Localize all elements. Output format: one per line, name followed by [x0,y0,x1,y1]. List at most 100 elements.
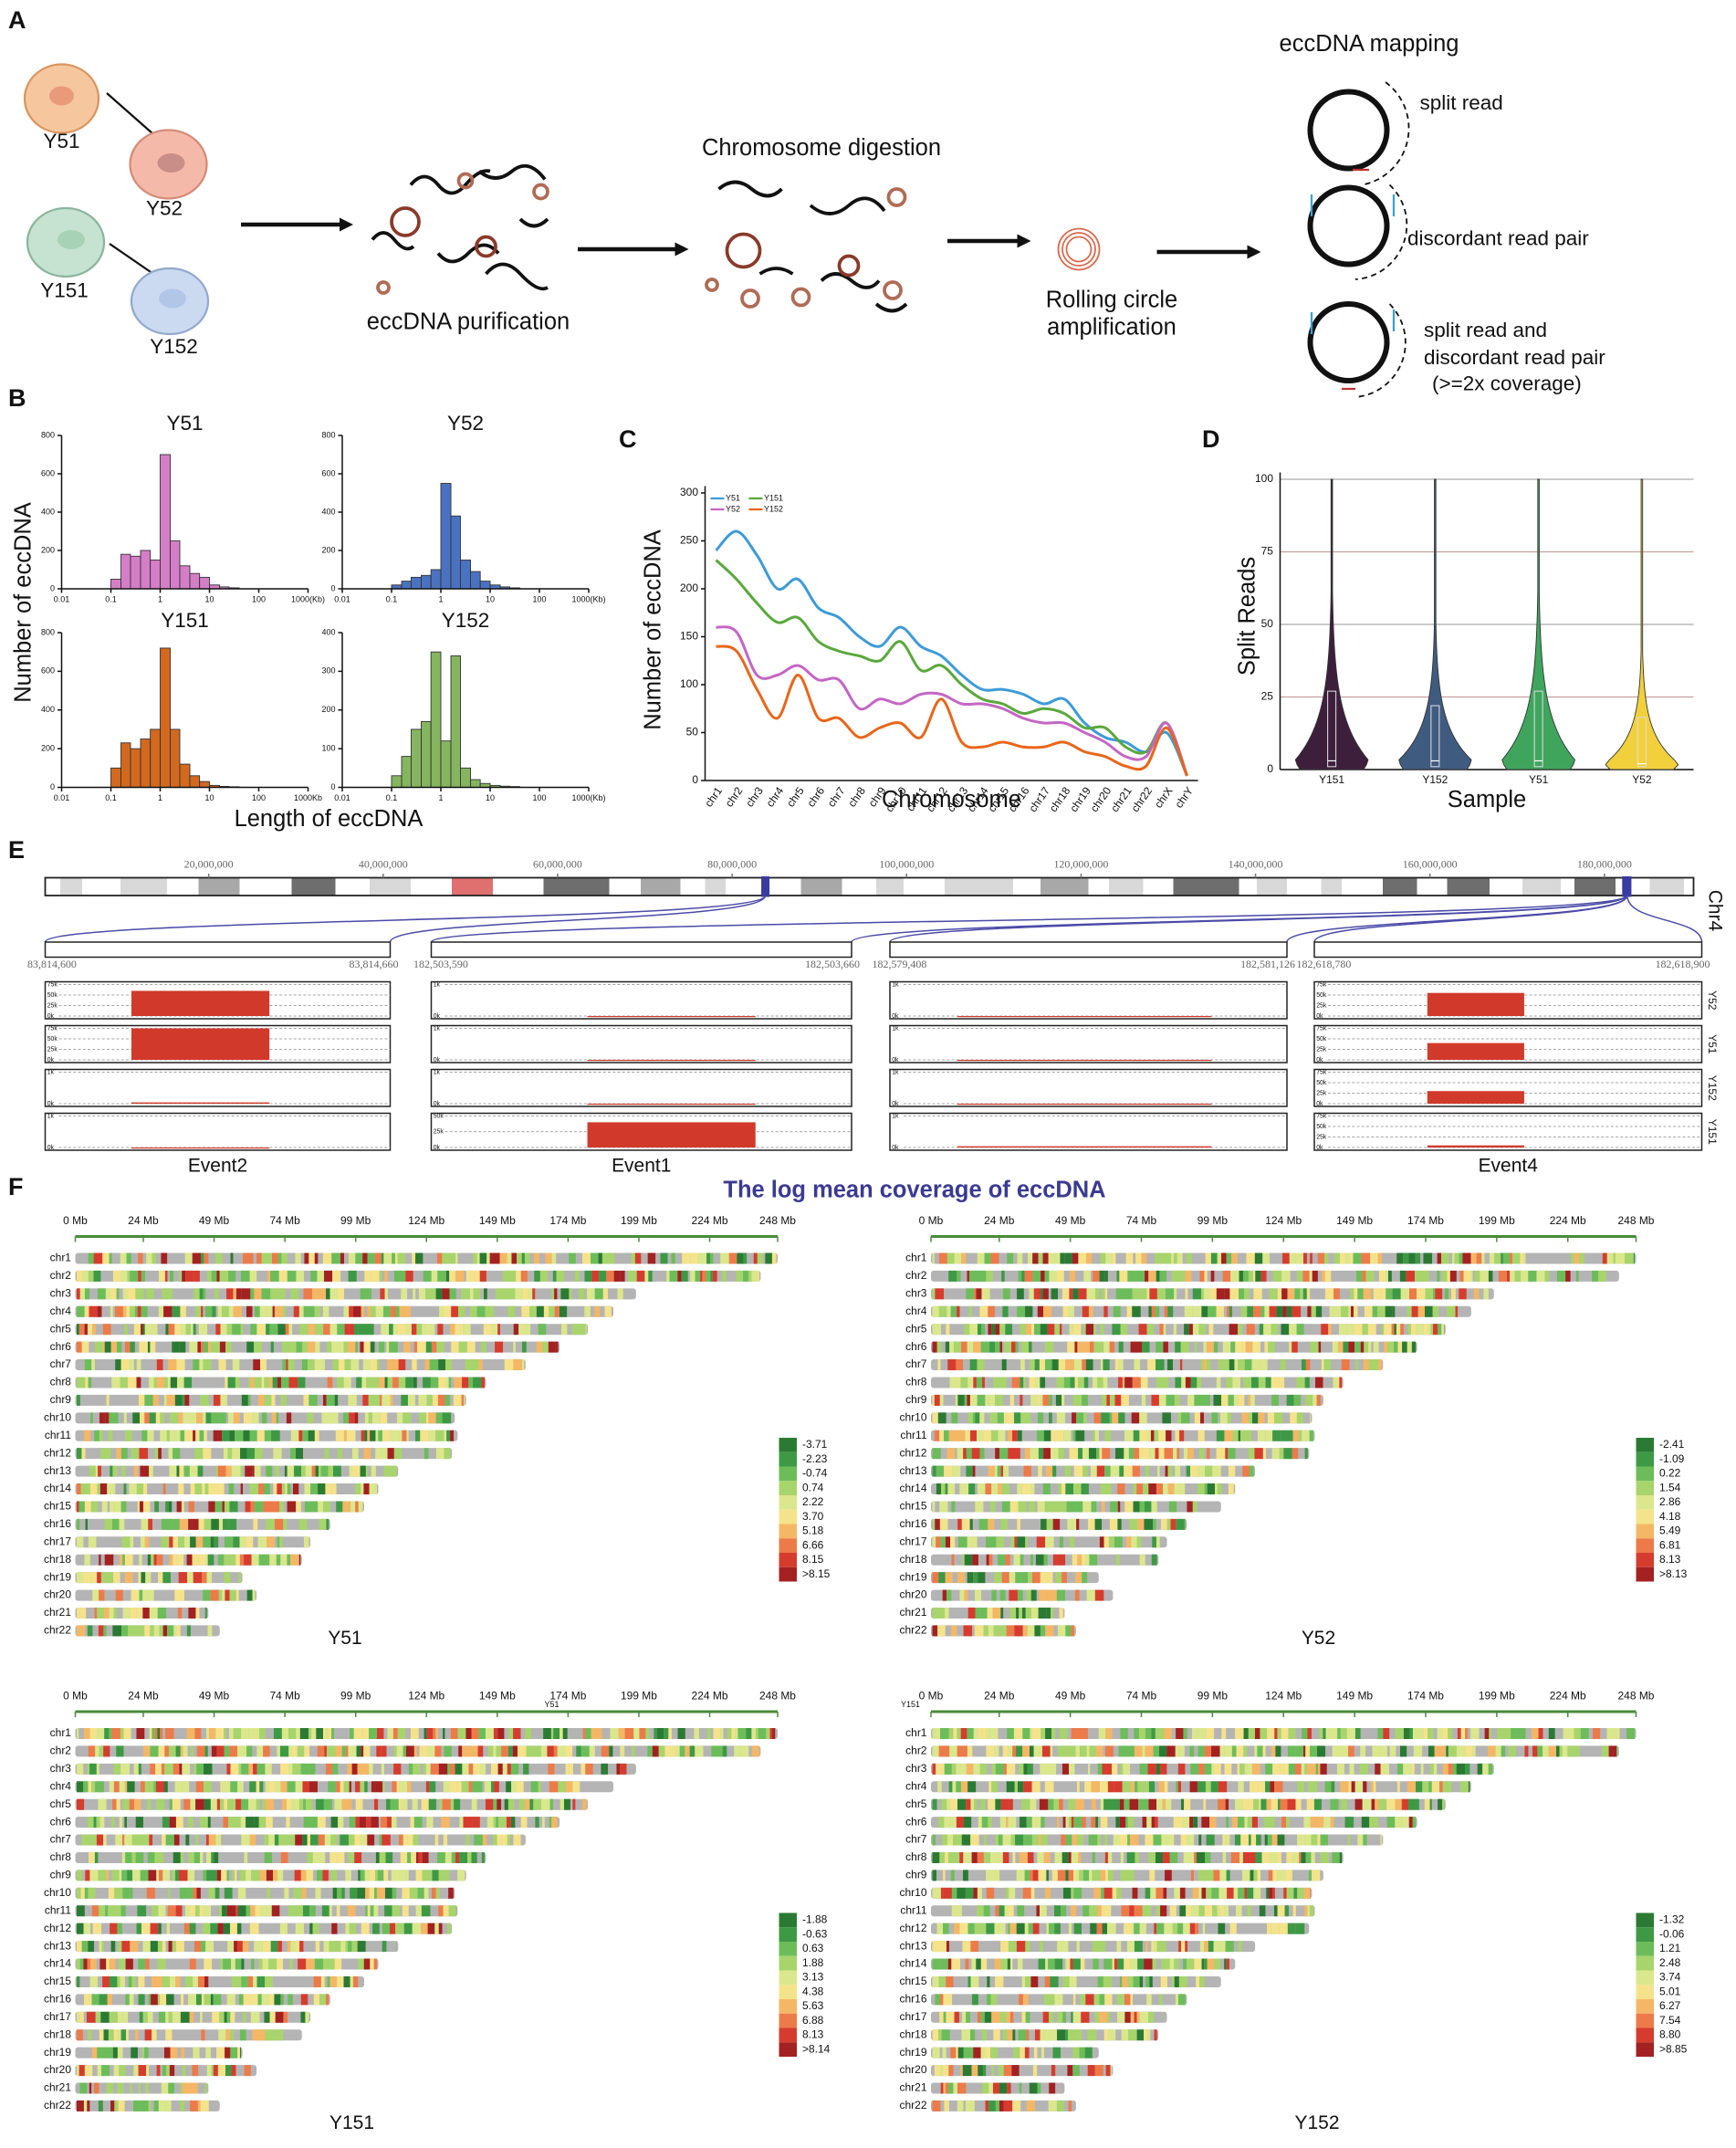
coverage-stripe [88,1252,94,1264]
coverage-stripe [988,1781,992,1793]
coverage-stripe [370,1958,374,1970]
coverage-stripe [521,1305,530,1317]
range-label: 182,579,408 [873,958,927,970]
coverage-stripe [999,1324,1006,1336]
coverage-stripe [434,1834,439,1846]
coverage-stripe [1000,1958,1008,1970]
coverage-stripe [1124,1430,1134,1441]
coverage-stripe [349,1412,355,1424]
coverage-stripe [1145,1887,1151,1899]
coverage-stripe [967,1572,970,1584]
track-tick-label: 0k [47,1145,55,1151]
coverage-stripe [1221,1394,1229,1406]
coverage-stripe [296,1270,305,1282]
coverage-stripe [1008,1448,1017,1460]
coverage-stripe [123,1727,131,1739]
coverage-stripe [1544,1270,1550,1282]
coverage-stripe [1075,1430,1085,1441]
coverage-stripe [1413,1745,1423,1757]
coverage-stripe [1087,2029,1094,2041]
coverage-stripe [371,1465,376,1477]
coverage-stripe [989,1851,999,1863]
x-tick-label: 174 Mb [1407,1690,1444,1703]
coverage-stripe [1261,1851,1270,1863]
coverage-stripe [179,1518,189,1530]
coverage-stripe [1196,1851,1206,1863]
coverage-stripe [1212,1905,1218,1917]
coverage-stripe [1164,1923,1173,1934]
coverage-stripe [1169,1851,1178,1863]
coverage-stripe [1566,1727,1574,1739]
chromosome-label: Chr4 [1704,890,1725,932]
coverage-stripe [307,1834,310,1846]
coverage-stripe [396,1781,400,1793]
coverage-stripe [357,1941,366,1953]
coverage-stripe [1039,1798,1049,1810]
coverage-stripe [302,1430,309,1441]
coverage-stripe [1030,1394,1038,1406]
coverage-stripe [1336,1763,1344,1775]
coverage-stripe [292,1745,298,1757]
coverage-stripe [1303,1745,1306,1757]
coverage-stripe [443,1781,450,1793]
chromosome-label: chr17 [44,2010,71,2023]
coverage-stripe [455,1763,463,1775]
coverage-stripe [144,2047,149,2059]
coverage-stripe [189,1958,196,1970]
coverage-stripe [1338,1324,1347,1336]
coverage-stripe [1357,1834,1364,1846]
coverage-stripe [343,1430,347,1441]
coverage-stripe [160,1412,165,1424]
coverage-stripe [211,1412,220,1424]
coverage-stripe [1054,1252,1061,1264]
coverage-stripe [1292,1341,1298,1353]
coverage-stripe [999,1589,1006,1601]
coverage-stripe [1226,1252,1232,1264]
coverage-stripe [720,1727,724,1739]
coverage-stripe [176,1625,181,1637]
x-axis-label: Chromosome [882,787,1021,812]
coverage-stripe [1100,1324,1104,1336]
coverage-stripe [1038,1834,1041,1846]
coverage-stripe [1159,1270,1167,1282]
coverage-stripe [264,2011,270,2023]
coverage-stripe [999,1905,1005,1917]
coverage-stripe [264,1430,272,1441]
coverage-stripe [230,1923,237,1934]
coverage-stripe [227,1448,233,1460]
coverage-stripe [103,2029,109,2041]
coverage-stripe [326,1394,335,1406]
coverage-stripe [208,1887,215,1899]
coverage-stripe [1252,1270,1256,1282]
coverage-stripe [1035,1377,1041,1388]
coverage-stripe [431,1341,437,1353]
coverage-stripe [1152,1958,1157,1970]
coverage-stripe [1071,1817,1074,1828]
coverage-stripe [1124,1923,1132,1934]
x-tick-label: 224 Mb [692,1214,728,1227]
coverage-stripe [1008,1923,1010,1934]
coverage-stripe [1459,1781,1469,1793]
coverage-stripe [126,1305,131,1317]
coverage-stripe [1238,1887,1245,1899]
coverage-stripe [1616,1745,1618,1757]
coverage-stripe [936,1341,942,1353]
coverage-stripe [1144,2029,1148,2041]
coverage-stripe [941,1763,945,1775]
coverage-stripe [165,2011,169,2023]
coverage-stripe [340,1252,344,1264]
coverage-stripe [248,1798,256,1810]
coverage-stripe [105,1412,110,1424]
track-tick-label: 0k [434,1057,441,1064]
hist-bar [450,515,461,590]
coverage-stripe [446,1430,451,1441]
coverage-stripe [151,1994,158,2006]
coverage-stripe [458,1341,467,1353]
coverage-stripe [204,2082,207,2094]
coverage-stripe [1072,1834,1078,1846]
coverage-stripe [975,1607,980,1619]
coverage-stripe [946,1305,951,1317]
coverage-stripe [362,1252,368,1264]
coverage-stripe [417,1341,426,1353]
coverage-stripe [1187,1501,1193,1513]
